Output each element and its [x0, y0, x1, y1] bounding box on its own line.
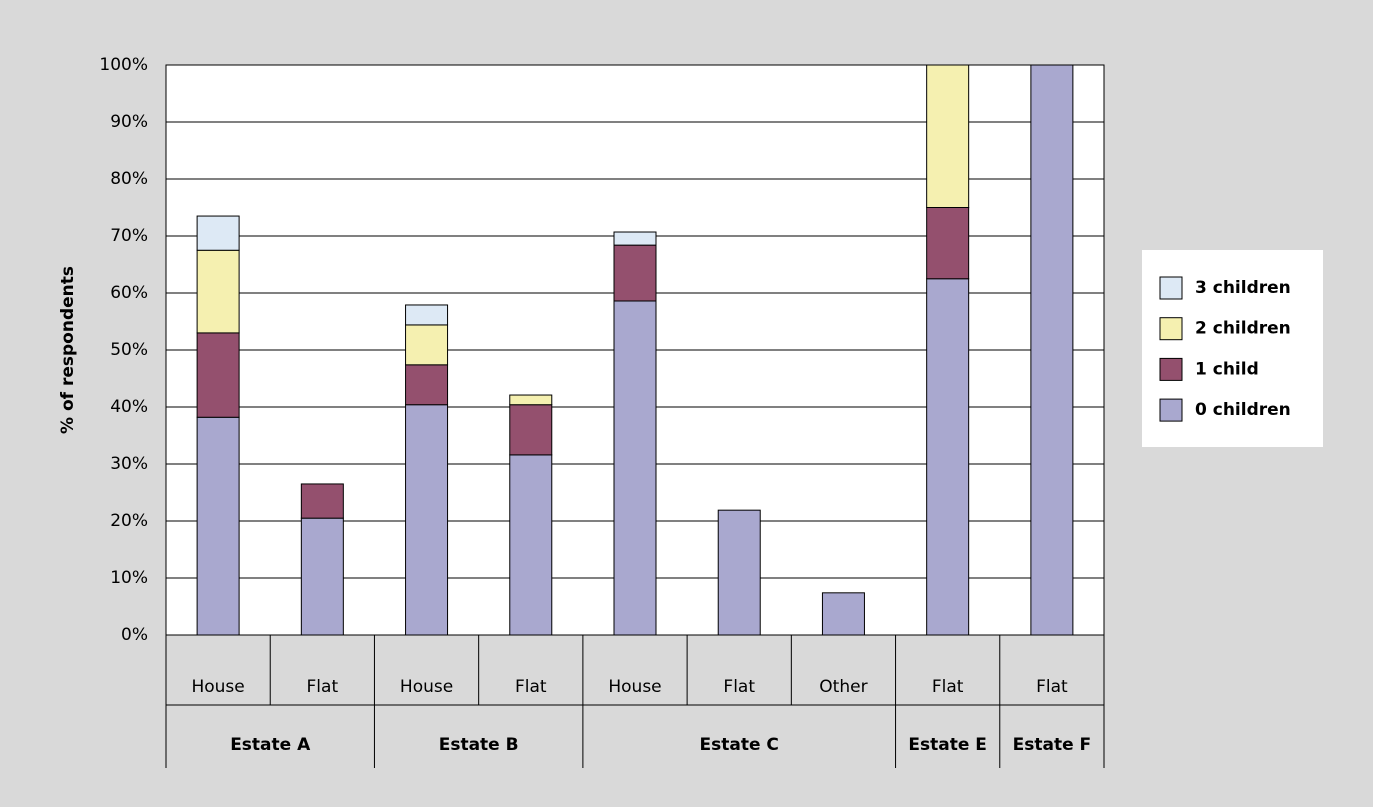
- bar-segment: [300, 517, 344, 636]
- bar-segment: [196, 215, 240, 251]
- x-tick-label: Flat: [307, 677, 339, 697]
- legend-label: 1 child: [1195, 359, 1259, 379]
- bar-segment: [613, 231, 657, 246]
- y-tick-label: 40%: [110, 397, 148, 417]
- bar-segment: [405, 404, 449, 636]
- bar-segment: [509, 404, 553, 456]
- bar-segment: [717, 509, 761, 636]
- bar-segment: [926, 64, 970, 208]
- group-label: Estate C: [700, 735, 779, 755]
- bar-segment: [405, 304, 449, 326]
- x-tick-label: Flat: [515, 677, 547, 697]
- legend-swatch: [1159, 317, 1183, 341]
- x-tick-label: Other: [819, 677, 867, 697]
- bar-segment: [926, 278, 970, 636]
- y-tick-label: 90%: [110, 112, 148, 132]
- legend-swatch: [1159, 398, 1183, 422]
- bar-segment: [300, 483, 344, 519]
- group-label: Estate B: [439, 735, 519, 755]
- bar-segment: [1030, 64, 1074, 636]
- legend-swatch: [1159, 276, 1183, 300]
- legend-label: 3 children: [1195, 278, 1291, 298]
- legend-label: 2 children: [1195, 319, 1291, 339]
- bar-segment: [509, 394, 553, 406]
- bar-segment: [613, 300, 657, 636]
- y-tick-label: 70%: [110, 226, 148, 246]
- y-axis-label: % of respondents: [58, 266, 78, 434]
- bar-segment: [196, 416, 240, 636]
- x-tick-label: Flat: [1036, 677, 1068, 697]
- group-label: Estate E: [908, 735, 987, 755]
- group-label: Estate F: [1013, 735, 1092, 755]
- y-tick-label: 50%: [110, 340, 148, 360]
- x-tick-label: House: [191, 677, 244, 697]
- y-tick-label: 60%: [110, 283, 148, 303]
- bar-segment: [926, 207, 970, 280]
- legend-label: 0 children: [1195, 400, 1291, 420]
- bar-segment: [821, 592, 865, 636]
- bar-segment: [405, 364, 449, 406]
- y-tick-label: 20%: [110, 511, 148, 531]
- bar-segment: [196, 249, 240, 334]
- bar-segment: [509, 454, 553, 636]
- x-tick-label: House: [608, 677, 661, 697]
- legend-swatch: [1159, 357, 1183, 381]
- y-tick-label: 0%: [121, 625, 148, 645]
- bar-segment: [405, 324, 449, 366]
- bar-segment: [196, 332, 240, 418]
- y-tick-label: 100%: [99, 55, 148, 75]
- x-tick-label: Flat: [723, 677, 755, 697]
- bar-segment: [613, 244, 657, 302]
- y-tick-label: 80%: [110, 169, 148, 189]
- y-tick-label: 10%: [110, 568, 148, 588]
- y-tick-label: 30%: [110, 454, 148, 474]
- x-tick-label: House: [400, 677, 453, 697]
- group-label: Estate A: [230, 735, 311, 755]
- x-tick-label: Flat: [932, 677, 964, 697]
